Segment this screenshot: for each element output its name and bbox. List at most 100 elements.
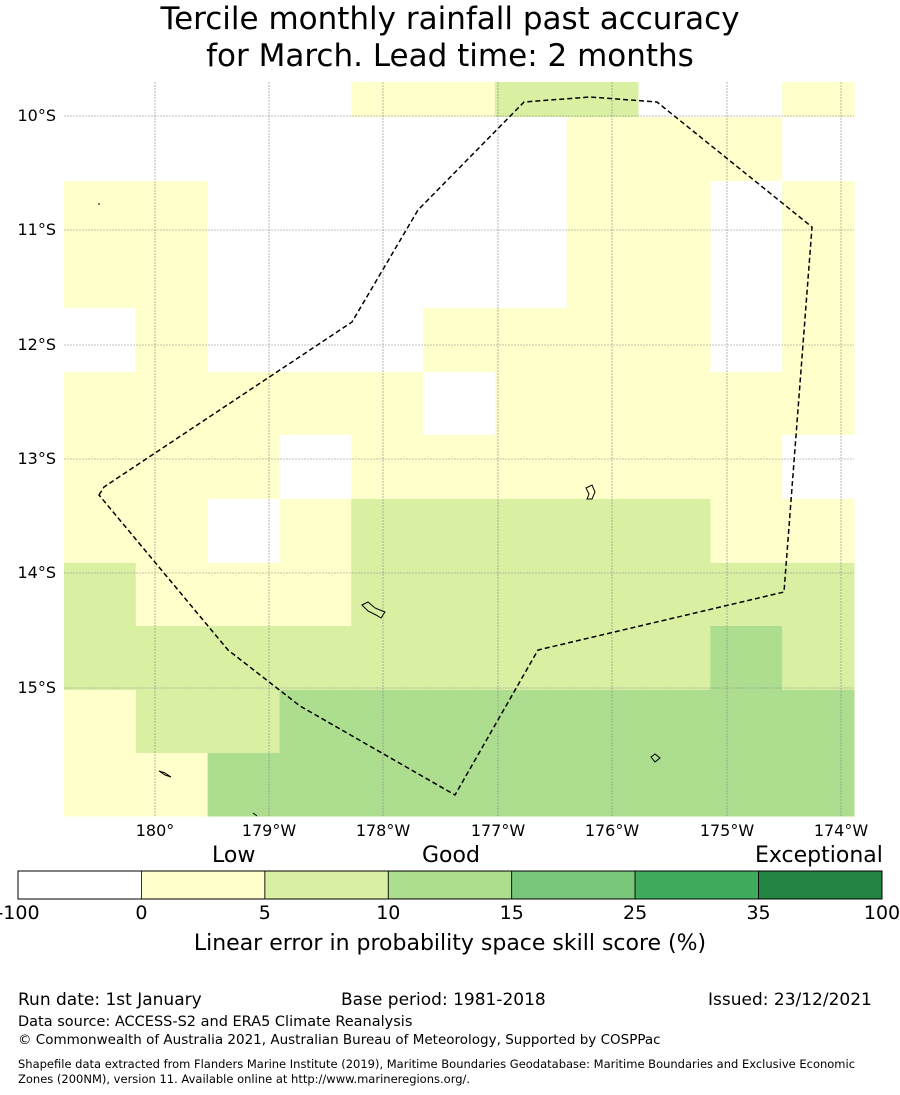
grid-cell [710,372,783,436]
grid-cell [207,308,280,373]
grid-cell [782,117,855,182]
grid-cell [638,244,711,309]
island-bottom [252,812,258,817]
colorbar-tick: 25 [623,902,648,924]
grid-cell [638,435,711,500]
grid-cell [710,499,783,564]
grid-cell [135,435,209,500]
grid-cell [279,117,352,182]
colorbar-bin [17,870,142,900]
colorbar-bin [758,870,883,900]
colorbar-border [17,870,883,900]
grid-cell [423,435,496,500]
grid-cell [566,308,639,373]
copyright: © Commonwealth of Australia 2021, Austra… [18,1032,661,1048]
grid-cell [566,499,639,564]
grid-cell [494,117,568,182]
grid-cell [279,563,352,627]
grid-cell [710,244,783,309]
grid-cell [279,435,352,500]
legend-category-exceptional: Exceptional [755,843,883,868]
run-date: Run date: 1st January [18,990,202,1010]
grid-cell [135,308,209,373]
grid-cell [782,563,855,627]
grid-cell [494,82,568,118]
grid-cell [135,563,209,627]
latitude-label: 15°S [17,678,56,697]
shapefile-credit-line1: Shapefile data extracted from Flanders M… [18,1057,856,1071]
grid-cell [710,753,783,817]
grid-cell [782,308,855,373]
grid-cell [207,626,280,691]
grid-cell [782,244,855,309]
grid-cell [207,435,280,500]
grid-cell [64,435,137,500]
grid-cell [494,753,568,817]
grid-cell [494,626,568,691]
skill-grid [64,82,855,817]
grid-cell [638,563,711,627]
grid-cell [135,372,209,436]
grid-cell [423,690,496,754]
longitude-label: 174°W [813,821,869,840]
grid-cell [64,308,137,373]
grid-cell [638,117,711,182]
grid-cell [351,244,424,309]
legend-category-good: Good [422,843,480,868]
base-period: Base period: 1981-2018 [341,990,546,1010]
colorbar-bin [511,870,636,900]
grid-cell [710,435,783,500]
grid-cell [64,499,137,564]
grid-cell [64,753,137,817]
grid-cell [207,690,280,754]
longitude-label: 179°W [241,821,297,840]
grid-cell [638,753,711,817]
grid-cell [566,372,639,436]
colorbar-tick: 10 [376,902,401,924]
grid-cell [279,372,352,436]
latitude-label: 11°S [17,220,56,239]
issued-date: Issued: 23/12/2021 [708,990,872,1010]
grid-cell [135,690,209,754]
grid-cell [207,372,280,436]
grid-cell [782,626,855,691]
grid-cell [782,690,855,754]
colorbar-bin [140,870,266,900]
grid-cell [351,82,424,118]
grid-cell [494,308,568,373]
longitude-label: 178°W [355,821,411,840]
grid-cell [64,690,137,754]
grid-cell [782,499,855,564]
grid-cell [207,499,280,564]
grid-cell [351,117,424,182]
grid-cell [423,181,496,245]
grid-cell [351,563,424,627]
grid-cell [423,626,496,691]
shapefile-credit-line2: Zones (200NM), version 11. Available onl… [18,1072,471,1086]
grid-cell [423,499,496,564]
grid-cell [710,181,783,245]
grid-cell [135,82,209,118]
grid-cell [351,372,424,436]
latitude-label: 10°S [17,106,56,125]
grid-cell [423,308,496,373]
grid-cell [710,690,783,754]
grid-cell [710,117,783,182]
grid-cell [638,499,711,564]
grid-cell [351,690,424,754]
grid-cell [351,435,424,500]
legend-category-low: Low [212,843,256,868]
grid-cell [566,753,639,817]
grid-cell [638,308,711,373]
grid-cell [566,435,639,500]
island-wallis [361,601,386,619]
grid-cell [638,690,711,754]
grid-cell [207,753,280,817]
grid-cell [64,82,137,118]
colorbar-bin [634,870,759,900]
grid-cell [782,181,855,245]
grid-cell [423,563,496,627]
latitude-label: 14°S [17,563,56,582]
grid-cell [782,372,855,436]
grid-cell [494,690,568,754]
